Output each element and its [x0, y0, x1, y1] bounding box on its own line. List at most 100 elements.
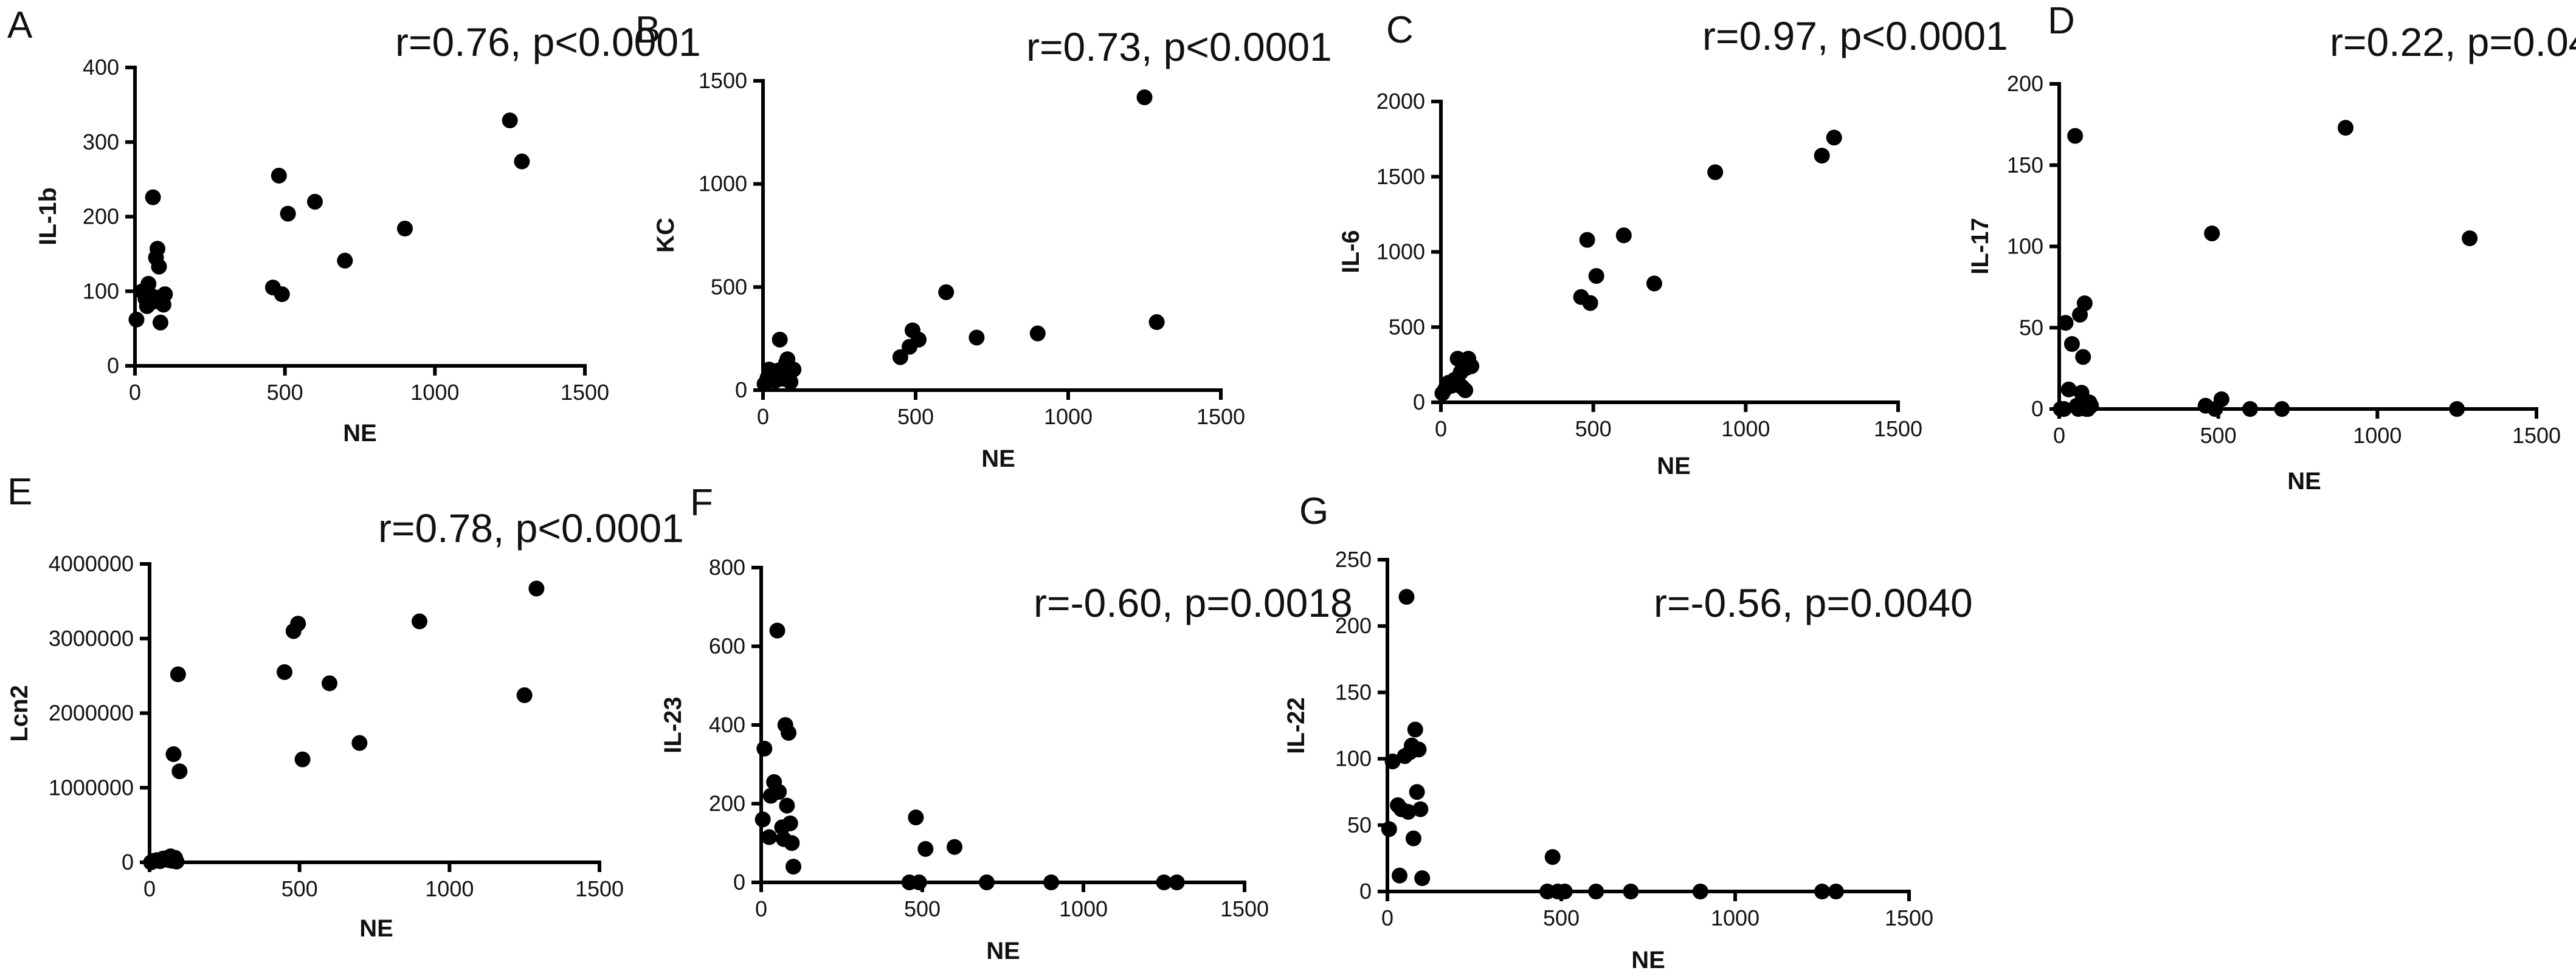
data-point: [145, 189, 161, 205]
x-tick-label: 500: [897, 404, 934, 429]
x-tick-label: 0: [1381, 905, 1393, 930]
y-tick-label: 0: [122, 850, 134, 874]
correlation-stats: r=-0.56, p=0.0040: [1654, 580, 1973, 625]
data-point: [1579, 232, 1595, 248]
y-tick-label: 1000000: [49, 775, 134, 800]
data-point: [274, 286, 290, 303]
data-point: [1409, 784, 1425, 800]
x-tick-label: 1500: [1220, 896, 1269, 921]
data-point: [150, 241, 165, 257]
x-tick-label: 500: [267, 380, 303, 405]
panel-e: Er=0.78, p<0.0001 0 500 1000 1500 0 1000000 200…: [6, 471, 684, 942]
data-point: [165, 746, 182, 763]
data-point: [280, 205, 296, 222]
correlation-stats: r=0.78, p<0.0001: [378, 506, 684, 551]
data-point: [151, 258, 167, 275]
x-tick-label: 1000: [1044, 404, 1093, 429]
data-point: [1646, 275, 1662, 292]
data-point: [786, 859, 801, 875]
y-tick-label: 0: [733, 870, 745, 895]
data-point: [947, 839, 962, 855]
x-tick-label: 500: [1543, 905, 1580, 930]
x-tick-label: 1000: [425, 876, 474, 901]
correlation-stats: r=-0.60, p=0.0018: [1034, 580, 1353, 625]
data-point: [2056, 401, 2072, 417]
data-point: [2338, 120, 2353, 136]
data-point: [1411, 741, 1427, 758]
data-point: [1544, 849, 1561, 865]
data-point: [782, 815, 798, 831]
y-tick-label: 0: [1413, 390, 1425, 414]
data-point: [1814, 148, 1830, 164]
panel-letter: D: [2048, 0, 2075, 42]
y-tick-label: 400: [709, 712, 745, 737]
data-point: [969, 329, 985, 346]
y-tick-label: 2000000: [49, 701, 134, 726]
correlation-stats: r=0.73, p<0.0001: [1026, 24, 1332, 69]
data-point: [1384, 753, 1401, 769]
data-point: [1623, 884, 1639, 899]
data-point: [1148, 314, 1165, 331]
correlation-stats: r=0.22, p=0.049: [2330, 19, 2576, 64]
y-tick-label: 300: [83, 129, 119, 154]
y-tick-label: 100: [2007, 234, 2043, 259]
data-point: [1692, 884, 1708, 899]
data-point: [2462, 230, 2478, 247]
y-axis-label: IL-22: [1283, 697, 1310, 754]
x-axis-label: NE: [2287, 468, 2321, 495]
data-point: [769, 622, 786, 639]
x-axis-label: NE: [343, 420, 377, 447]
data-point: [781, 724, 797, 741]
data-point: [397, 221, 413, 237]
x-tick-label: 0: [757, 404, 769, 429]
data-point: [1463, 358, 1480, 374]
data-point: [2083, 397, 2099, 414]
y-tick-label: 400: [83, 55, 119, 80]
data-point: [2057, 315, 2074, 331]
correlation-stats: r=0.97, p<0.0001: [1702, 13, 2008, 58]
panel-g: Gr=-0.56, p=0.0040 0 500 1000 1500 0 50 100 150 2…: [1283, 490, 1973, 974]
y-tick-label: 0: [107, 353, 119, 378]
y-tick-label: 1000: [1376, 239, 1425, 264]
y-tick-label: 50: [2019, 315, 2043, 340]
x-tick-label: 0: [2053, 423, 2065, 448]
y-tick-label: 1500: [699, 68, 747, 93]
data-point: [1412, 801, 1429, 817]
x-tick-label: 1500: [2512, 423, 2561, 448]
x-axis-label: NE: [359, 915, 393, 942]
x-tick-label: 0: [755, 896, 767, 921]
data-point: [1398, 589, 1415, 605]
data-point: [2067, 128, 2084, 144]
x-tick-label: 1500: [1196, 404, 1245, 429]
panel-letter: G: [1299, 490, 1328, 532]
data-point: [2242, 401, 2258, 417]
x-axis-label: NE: [1657, 453, 1691, 479]
data-point: [1556, 884, 1573, 899]
data-point: [1043, 874, 1059, 890]
x-axis-label: NE: [986, 938, 1020, 964]
data-point: [1400, 803, 1417, 820]
data-point: [351, 735, 368, 751]
data-point: [911, 331, 927, 348]
panel-f: Fr=-0.60, p=0.0018 0 500 1000 1500 0 200 400 600…: [660, 482, 1353, 964]
y-tick-label: 2000: [1376, 89, 1425, 114]
panel-letter: B: [635, 9, 660, 51]
panel-letter: C: [1386, 9, 1414, 51]
data-point: [322, 675, 337, 692]
y-tick-label: 800: [709, 555, 745, 580]
data-point: [1156, 874, 1172, 890]
data-point: [171, 763, 188, 780]
data-point: [786, 362, 802, 378]
data-point: [1405, 830, 1421, 847]
data-point: [168, 853, 185, 870]
data-point: [771, 784, 787, 800]
y-tick-label: 1500: [1376, 164, 1425, 189]
x-tick-label: 1000: [410, 380, 459, 405]
data-point: [516, 687, 533, 704]
y-tick-label: 100: [1335, 746, 1372, 771]
data-point: [917, 840, 934, 857]
data-point: [1826, 129, 1842, 146]
